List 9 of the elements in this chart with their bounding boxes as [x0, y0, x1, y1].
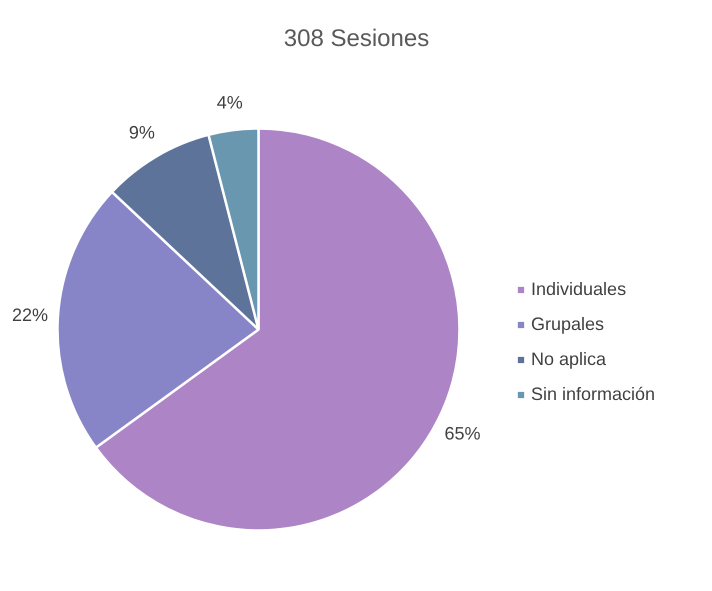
data-label: 9%	[128, 122, 155, 142]
legend-label: Grupales	[531, 314, 604, 335]
data-label: 65%	[444, 423, 481, 444]
chart-title: 308 Sesiones	[284, 25, 430, 52]
legend-label: No aplica	[531, 349, 606, 370]
legend-label: Sin información	[531, 384, 656, 405]
data-label: 22%	[12, 305, 48, 326]
data-label: 4%	[216, 92, 243, 112]
legend-label: Individuales	[531, 279, 626, 300]
